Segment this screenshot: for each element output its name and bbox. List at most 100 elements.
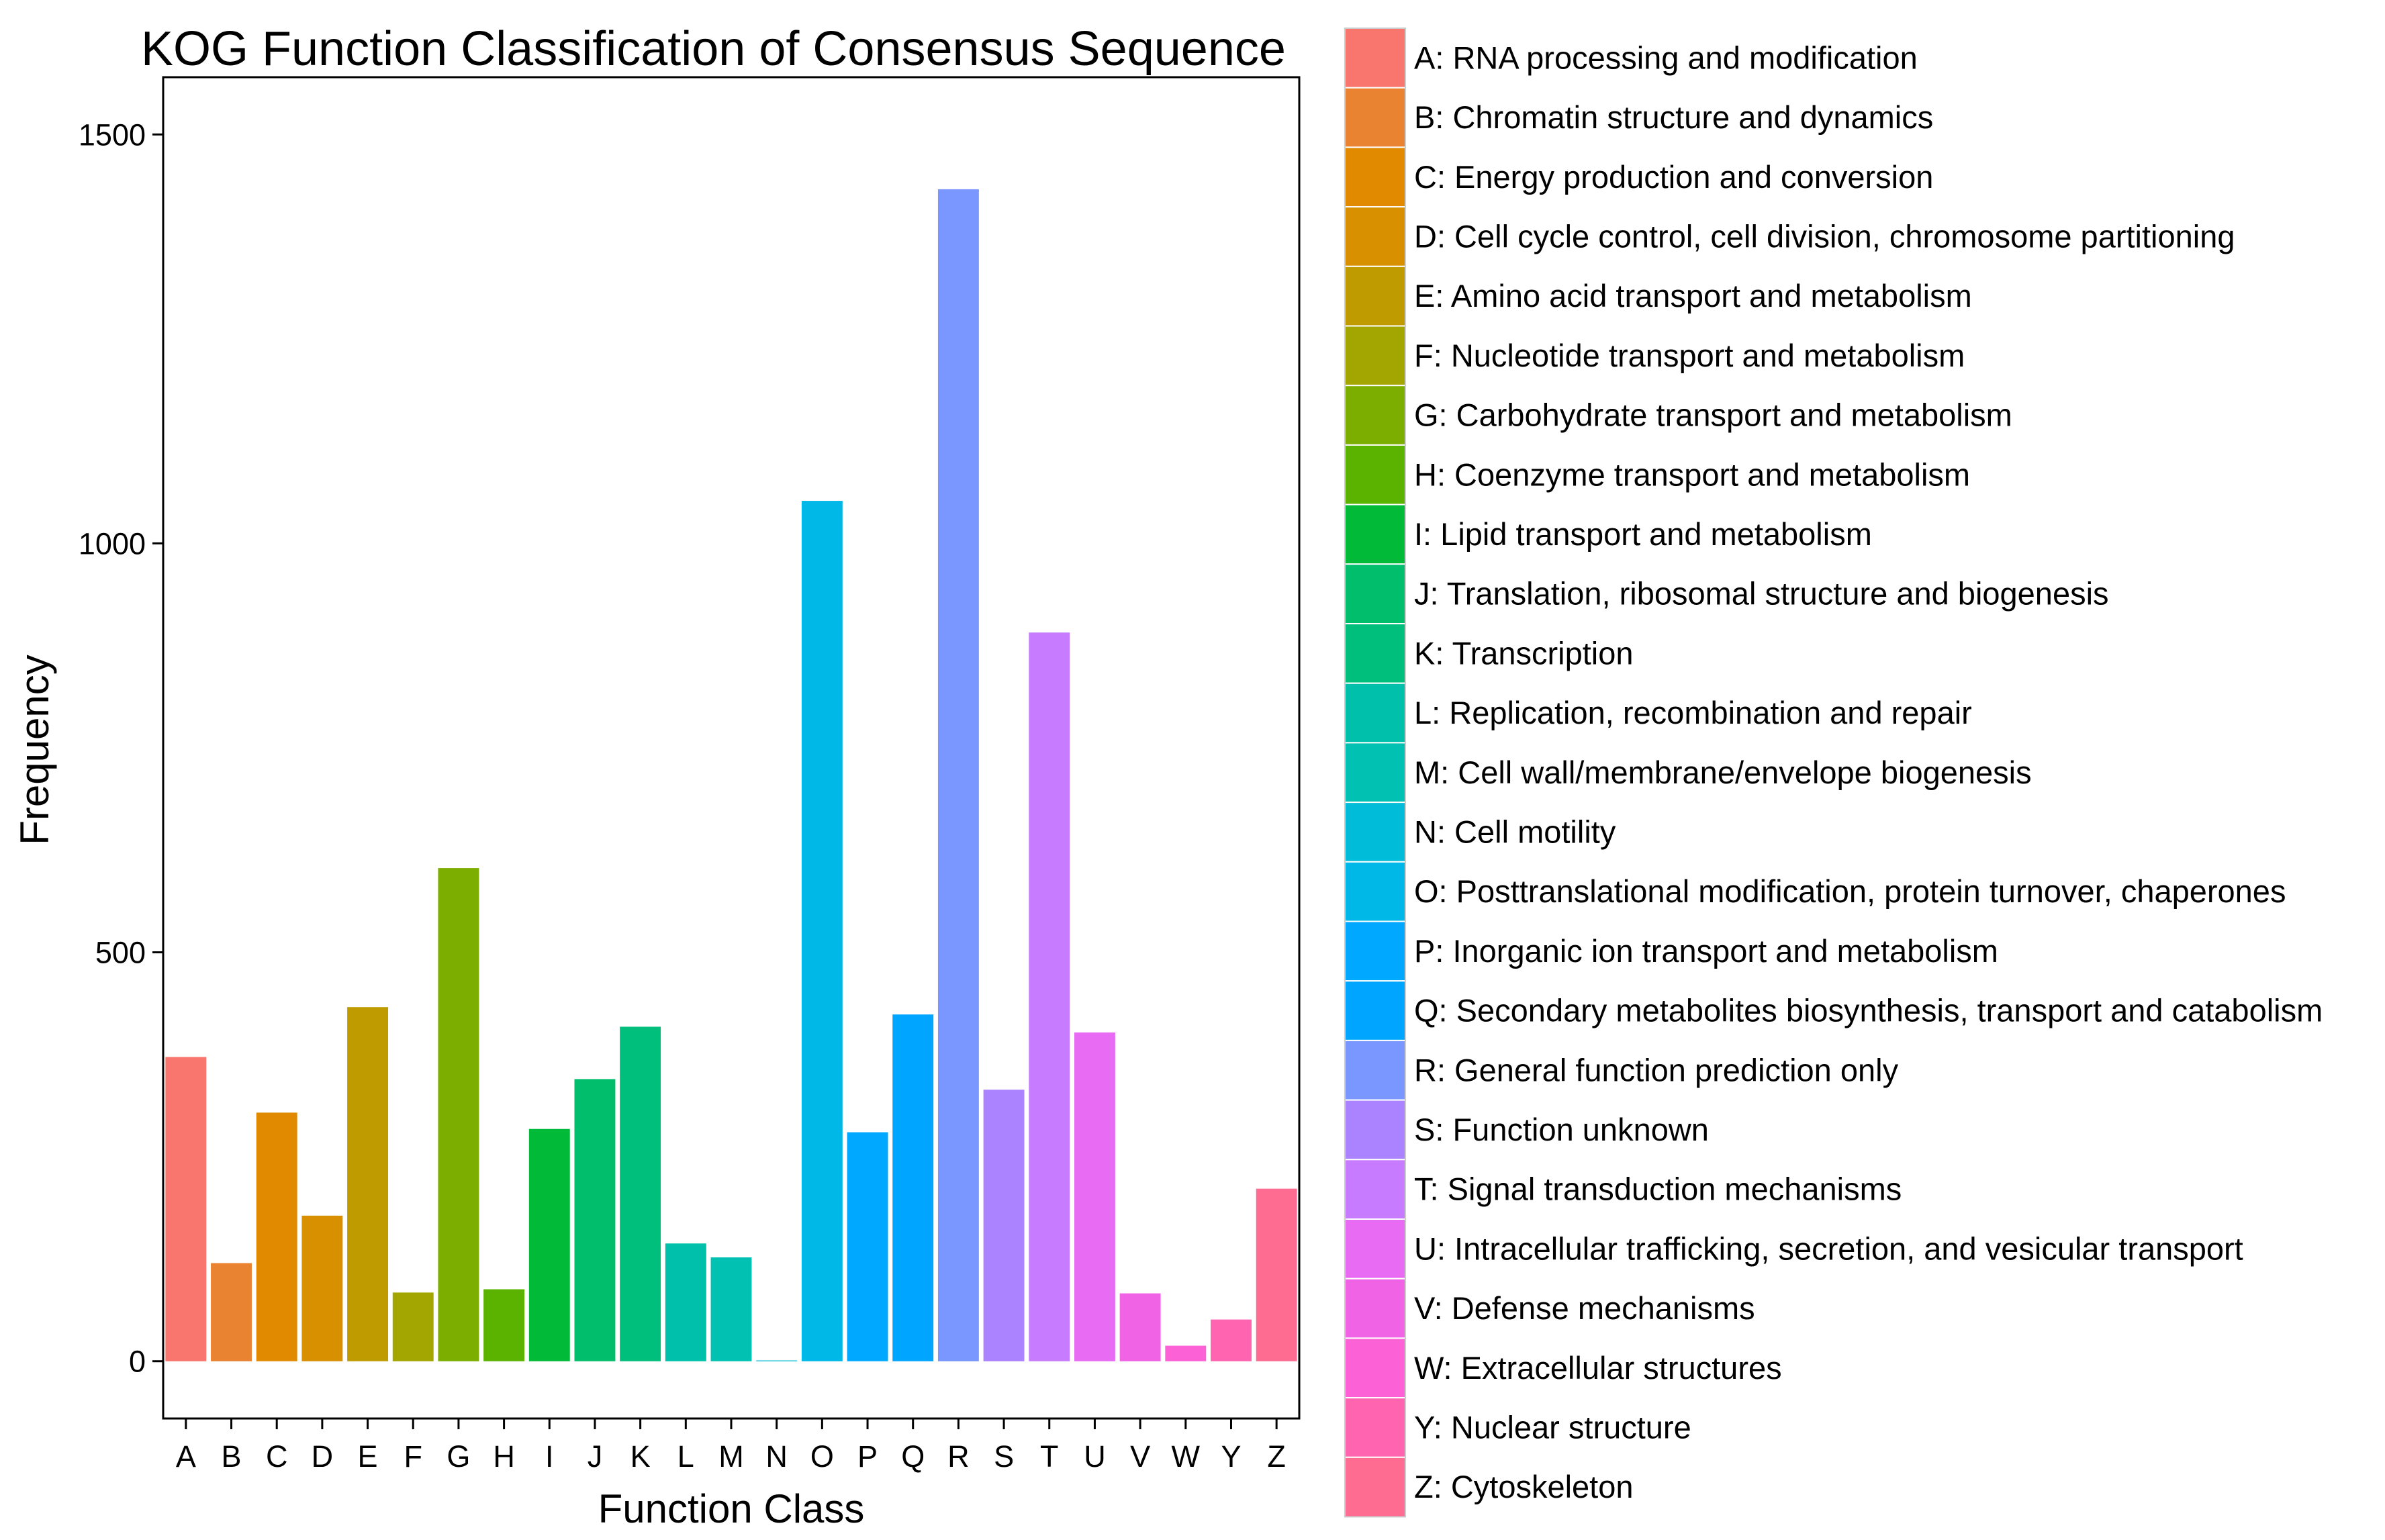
legend-label: Q: Secondary metabolites biosynthesis, t… bbox=[1414, 993, 2323, 1028]
x-tick-label: Z bbox=[1267, 1439, 1286, 1474]
legend-swatch bbox=[1344, 1456, 1406, 1518]
x-tick-label: Q bbox=[901, 1439, 925, 1474]
x-tick-label: H bbox=[493, 1439, 515, 1474]
x-tick-label: M bbox=[718, 1439, 744, 1474]
x-axis-title: Function Class bbox=[598, 1486, 865, 1531]
legend-swatch bbox=[1344, 28, 1406, 89]
legend-key-border bbox=[1344, 28, 1406, 1518]
legend-swatch bbox=[1344, 623, 1406, 684]
legend-label: L: Replication, recombination and repair bbox=[1414, 695, 1972, 730]
x-tick-label: E bbox=[358, 1439, 378, 1474]
legend-label: E: Amino acid transport and metabolism bbox=[1414, 278, 1972, 314]
legend-label: U: Intracellular trafficking, secretion,… bbox=[1414, 1231, 2243, 1266]
legend-label: S: Function unknown bbox=[1414, 1112, 1709, 1147]
x-tick-label: W bbox=[1172, 1439, 1201, 1474]
legend-swatch bbox=[1344, 1099, 1406, 1161]
x-tick-label: A bbox=[176, 1439, 196, 1474]
y-tick-label: 500 bbox=[95, 936, 146, 970]
bar-a bbox=[165, 1057, 207, 1361]
legend-swatch bbox=[1344, 503, 1406, 565]
y-tick-label: 1500 bbox=[79, 117, 146, 152]
bar-g bbox=[438, 868, 479, 1361]
x-tick-label: L bbox=[677, 1439, 694, 1474]
legend-swatch bbox=[1344, 87, 1406, 148]
x-tick-label: S bbox=[994, 1439, 1014, 1474]
bar-series bbox=[165, 189, 1297, 1361]
x-tick-label: F bbox=[404, 1439, 422, 1474]
legend-label: M: Cell wall/membrane/envelope biogenesi… bbox=[1414, 755, 2032, 790]
y-tick-label: 0 bbox=[129, 1345, 146, 1379]
bar-l bbox=[665, 1243, 706, 1361]
bar-o bbox=[801, 501, 843, 1361]
x-tick-label: P bbox=[857, 1439, 878, 1474]
x-tick-label: V bbox=[1130, 1439, 1150, 1474]
bar-m bbox=[710, 1257, 752, 1361]
x-tick-label: B bbox=[222, 1439, 242, 1474]
legend-label: D: Cell cycle control, cell division, ch… bbox=[1414, 218, 2235, 254]
legend-label: A: RNA processing and modification bbox=[1414, 40, 1918, 75]
bar-i bbox=[528, 1128, 570, 1361]
legend: A: RNA processing and modification B: Chr… bbox=[1344, 28, 2323, 1518]
x-tick-label: U bbox=[1084, 1439, 1106, 1474]
legend-swatch bbox=[1344, 206, 1406, 267]
bar-u bbox=[1074, 1032, 1115, 1361]
legend-swatch bbox=[1344, 444, 1406, 506]
legend-label: R: General function prediction only bbox=[1414, 1052, 1899, 1088]
legend-swatch bbox=[1344, 742, 1406, 804]
legend-swatch bbox=[1344, 682, 1406, 744]
legend-label: H: Coenzyme transport and metabolism bbox=[1414, 456, 1970, 492]
bar-v bbox=[1119, 1293, 1161, 1361]
bar-t bbox=[1029, 632, 1070, 1361]
legend-swatch bbox=[1344, 1397, 1406, 1458]
bar-h bbox=[483, 1289, 525, 1361]
y-axis-title: Frequency bbox=[12, 655, 57, 845]
legend-swatch bbox=[1344, 1278, 1406, 1339]
legend-swatch bbox=[1344, 1159, 1406, 1220]
legend-label: N: Cell motility bbox=[1414, 814, 1616, 849]
x-tick-label: Y bbox=[1221, 1439, 1241, 1474]
bar-f bbox=[392, 1292, 434, 1361]
x-tick-label: D bbox=[312, 1439, 334, 1474]
legend-label: T: Signal transduction mechanisms bbox=[1414, 1171, 1902, 1207]
legend-label: Z: Cytoskeleton bbox=[1414, 1469, 1634, 1504]
legend-label: J: Translation, ribosomal structure and … bbox=[1414, 576, 2109, 612]
bar-z bbox=[1256, 1188, 1297, 1361]
legend-label: V: Defense mechanisms bbox=[1414, 1290, 1755, 1326]
legend-swatch bbox=[1344, 385, 1406, 446]
bar-j bbox=[574, 1079, 616, 1361]
legend-label: B: Chromatin structure and dynamics bbox=[1414, 99, 1933, 135]
legend-swatch bbox=[1344, 1218, 1406, 1280]
bar-e bbox=[347, 1007, 389, 1361]
legend-swatch bbox=[1344, 802, 1406, 863]
x-tick-label: T bbox=[1040, 1439, 1059, 1474]
legend-label: I: Lipid transport and metabolism bbox=[1414, 516, 1872, 552]
legend-label: F: Nucleotide transport and metabolism bbox=[1414, 338, 1965, 373]
bar-d bbox=[301, 1215, 343, 1361]
legend-label: Y: Nuclear structure bbox=[1414, 1409, 1691, 1445]
x-tick-label: K bbox=[630, 1439, 651, 1474]
legend-swatch bbox=[1344, 146, 1406, 208]
y-tick-label: 1000 bbox=[79, 526, 146, 561]
x-tick-label: C bbox=[266, 1439, 288, 1474]
legend-swatch bbox=[1344, 861, 1406, 922]
x-tick-label: O bbox=[810, 1439, 834, 1474]
bar-q bbox=[892, 1014, 934, 1361]
bar-s bbox=[983, 1090, 1025, 1361]
bar-k bbox=[620, 1026, 661, 1361]
bar-r bbox=[937, 189, 979, 1361]
legend-swatch bbox=[1344, 265, 1406, 327]
legend-label: W: Extracellular structures bbox=[1414, 1350, 1782, 1386]
legend-swatch bbox=[1344, 1039, 1406, 1101]
y-axis: 0 500 1000 1500 bbox=[79, 117, 163, 1379]
x-tick-label: I bbox=[545, 1439, 554, 1474]
x-tick-label: N bbox=[765, 1439, 788, 1474]
bar-p bbox=[847, 1132, 888, 1361]
legend-swatch bbox=[1344, 920, 1406, 982]
legend-swatch bbox=[1344, 1337, 1406, 1399]
bar-b bbox=[211, 1263, 252, 1361]
bar-w bbox=[1165, 1345, 1207, 1361]
legend-swatch bbox=[1344, 980, 1406, 1041]
x-tick-label: R bbox=[947, 1439, 970, 1474]
